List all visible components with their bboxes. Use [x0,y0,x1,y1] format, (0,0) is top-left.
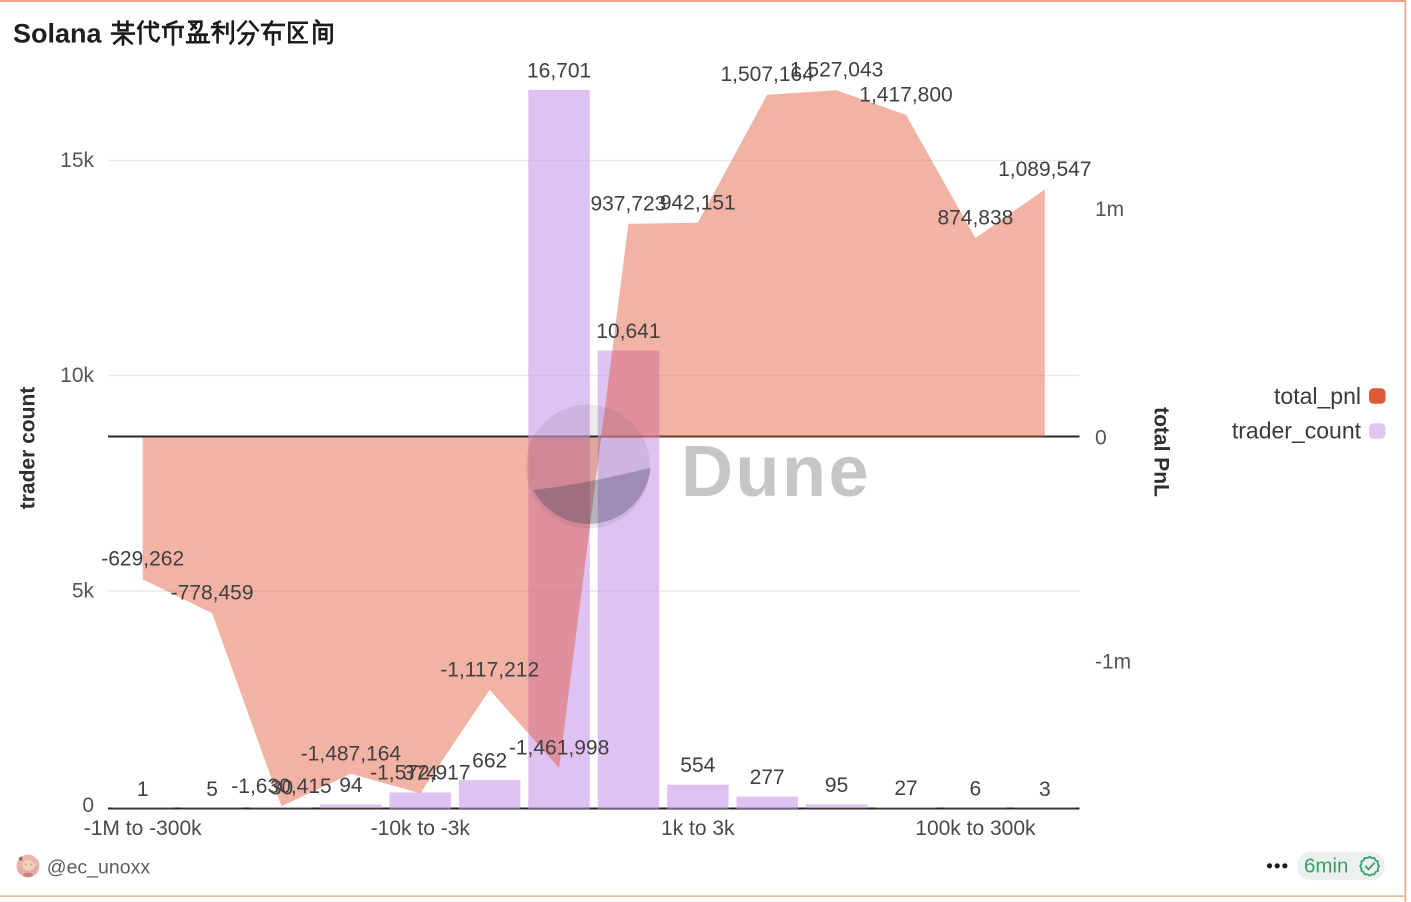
svg-text:95: 95 [825,774,848,797]
svg-text:-1,630,415: -1,630,415 [231,775,331,798]
svg-text:1m: 1m [1095,198,1124,221]
svg-text:1,417,800: 1,417,800 [859,83,952,106]
svg-text:5k: 5k [72,580,95,603]
svg-text:30: 30 [270,777,293,800]
svg-text:0: 0 [82,794,94,817]
svg-text:10k: 10k [60,364,94,387]
svg-text:937,723: 937,723 [590,192,666,215]
svg-text:Solana: Solana [13,19,103,49]
svg-text:874,838: 874,838 [937,207,1013,230]
svg-text:942,151: 942,151 [660,191,736,214]
svg-text:27: 27 [894,777,917,800]
svg-text:1k to 3k: 1k to 3k [661,817,735,840]
svg-text:total PnL: total PnL [1150,407,1173,497]
svg-text:3: 3 [1039,778,1051,801]
svg-text:-778,459: -778,459 [171,582,254,605]
svg-text:-1,461,998: -1,461,998 [509,737,609,760]
svg-text:10,641: 10,641 [596,320,660,343]
svg-text:@ec_unoxx: @ec_unoxx [47,857,151,879]
svg-text:374: 374 [403,762,438,785]
svg-text:15k: 15k [60,149,94,172]
svg-text:trader count: trader count [17,387,40,510]
svg-text:-1m: -1m [1095,651,1131,674]
svg-text:-629,262: -629,262 [101,548,184,571]
svg-text:total_pnl: total_pnl [1274,383,1361,409]
svg-text:100k to 300k: 100k to 300k [915,817,1036,840]
svg-text:-10k to -3k: -10k to -3k [371,817,471,840]
svg-text:trader_count: trader_count [1232,418,1362,444]
svg-text:1,527,043: 1,527,043 [790,59,883,82]
svg-text:-1,487,164: -1,487,164 [301,742,402,765]
svg-text:-1,572,917: -1,572,917 [370,762,470,785]
svg-text:277: 277 [750,766,785,789]
svg-text:-1M to -300k: -1M to -300k [84,817,202,840]
svg-text:Dune: Dune [681,432,871,512]
svg-text:662: 662 [472,750,507,773]
svg-text:1: 1 [137,778,149,801]
svg-text:94: 94 [339,774,363,797]
svg-text:-1,117,212: -1,117,212 [440,658,539,681]
svg-text:5: 5 [206,778,218,801]
svg-text:16,701: 16,701 [527,59,591,82]
svg-text:1,507,164: 1,507,164 [720,63,814,86]
svg-text:6: 6 [970,778,982,801]
svg-text:1,089,547: 1,089,547 [998,158,1091,181]
svg-text:554: 554 [680,754,715,777]
svg-text:6min: 6min [1304,855,1348,878]
svg-text:0: 0 [1095,427,1107,450]
